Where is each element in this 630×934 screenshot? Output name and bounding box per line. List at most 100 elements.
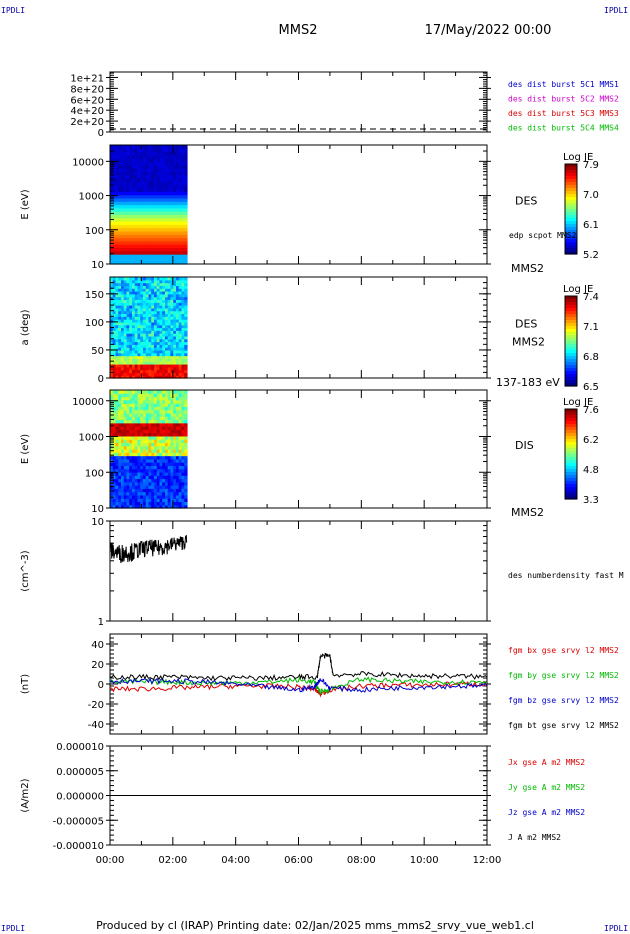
heatmap-cell [153,372,158,376]
heatmap-cell [131,174,136,179]
heatmap-cell [181,341,185,345]
heatmap-cell [175,181,180,186]
heatmap-cell [112,250,117,255]
heatmap-cell [148,313,152,317]
heatmap-cell [120,445,125,450]
heatmap-cell [134,224,139,229]
colorbar-cell [565,203,577,207]
heatmap-cell [173,244,177,249]
heatmap-cell [159,399,163,404]
heatmap-cell [115,181,119,186]
heatmap-cell [140,347,144,351]
heatmap-cell [167,194,172,199]
heatmap-cell [167,347,172,351]
heatmap-cell [173,230,177,235]
heatmap-cell [156,168,161,173]
colorbar-cell [565,188,577,192]
colorbar-cell [565,457,577,461]
heatmap-cell [159,429,163,434]
heatmap-cell [137,335,141,340]
heatmap-cell [115,250,119,255]
heatmap-cell [178,321,183,326]
heatmap-cell [173,145,177,149]
heatmap-cell [148,307,152,312]
heatmap-cell [184,254,188,258]
heatmap-cell [126,452,130,457]
heatmap-cell [178,352,183,357]
heatmap-cell [120,227,125,232]
heatmap-cell [148,260,152,265]
heatmap-cell [131,230,136,235]
heatmap-cell [131,234,136,239]
heatmap-cell [137,504,141,509]
heatmap-cell [129,224,133,229]
heatmap-cell [167,501,172,506]
heatmap-cell [120,498,125,503]
heatmap-cell [134,403,139,407]
heatmap-cell [129,250,133,255]
heatmap-cell [110,369,114,373]
heatmap-cell [184,432,188,437]
heatmap-cell [120,327,125,331]
heatmap-cell [164,227,169,232]
heatmap-cell [151,363,155,368]
heatmap-cell [112,230,117,235]
heatmap-cell [175,257,180,262]
heatmap-cell [137,247,141,252]
heatmap-cell [167,305,172,309]
heatmap-cell [120,151,125,156]
heatmap-cell [140,452,144,457]
heatmap-cell [145,488,150,493]
heatmap-cell [151,214,155,219]
heatmap-cell [175,288,180,292]
heatmap-cell [170,158,174,163]
heatmap-cell [151,324,155,329]
heatmap-cell [126,277,130,281]
heatmap-cell [140,234,144,239]
heatmap-cell [175,455,180,460]
heatmap-cell [148,435,152,440]
heatmap-cell [110,333,114,337]
heatmap-cell [173,260,177,265]
heatmap-cell [134,333,139,337]
heatmap-cell [115,455,119,460]
heatmap-cell [118,498,122,503]
heatmap-cell [115,333,119,337]
heatmap-cell [181,358,185,362]
heatmap-cell [118,471,122,476]
heatmap-cell [123,361,128,365]
heatmap-cell [140,224,144,229]
heatmap-cell [156,369,161,373]
heatmap-cell [134,161,139,166]
heatmap-cell [126,324,130,329]
heatmap-cell [181,333,185,337]
x-tick-label: 10:00 [410,855,439,866]
heatmap-cell [131,204,136,209]
heatmap-cell [145,498,150,503]
heatmap-cell [153,234,158,239]
heatmap-cell [126,310,130,315]
heatmap-cell [167,349,172,354]
heatmap-cell [123,184,128,189]
heatmap-cell [178,204,183,209]
heatmap-cell [148,234,152,239]
heatmap-cell [175,504,180,509]
heatmap-cell [162,358,166,362]
heatmap-cell [164,187,169,192]
heatmap-cell [118,285,122,289]
heatmap-cell [140,491,144,496]
heatmap-cell [129,184,133,189]
heatmap-cell [173,429,177,434]
heatmap-cell [178,151,183,156]
heatmap-cell [156,191,161,196]
heatmap-cell [159,375,163,379]
heatmap-cell [142,335,147,340]
heatmap-cell [151,422,155,427]
heatmap-cell [118,279,122,284]
heatmap-cell [164,449,169,453]
heatmap-cell [148,148,152,153]
heatmap-cell [175,363,180,368]
heatmap-cell [148,227,152,232]
heatmap-cell [156,344,161,348]
heatmap-cell [162,462,166,466]
